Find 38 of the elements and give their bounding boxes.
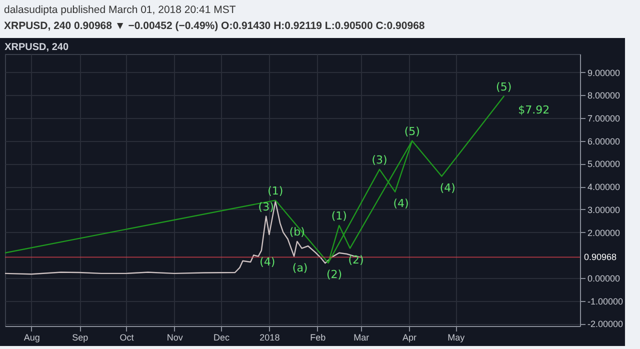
y-tick-label: 9.00000 <box>588 68 620 78</box>
ref-line-label: 0.90968 <box>584 252 617 262</box>
annotation: (4) <box>393 196 409 210</box>
text: XRPUSD, 240 0.90968 ▼ −0.00452 (−0.49%) O:0.91430 H:0.92119 L:0.90500 C:0.90968 <box>4 19 426 34</box>
annotation: (a) <box>292 261 308 274</box>
annotation: (1) <box>268 184 284 198</box>
y-tick-label: 8.00000 <box>588 90 620 101</box>
annotation: (4) <box>260 256 276 269</box>
annotation: (5) <box>404 124 420 138</box>
chart-title: XRPUSD, 240 <box>4 42 69 53</box>
y-tick-label: 3.00000 <box>588 204 620 215</box>
x-tick-label: 2018 <box>260 332 280 342</box>
x-tick-label: Feb <box>310 332 326 342</box>
x-tick-label: Nov <box>166 332 184 342</box>
x-tick-label: Oct <box>120 332 134 342</box>
annotation: (3) <box>372 153 388 166</box>
y-tick-label: 0.00000 <box>588 274 620 284</box>
x-tick-label: Sep <box>72 332 88 342</box>
x-tick-label: May <box>448 332 466 342</box>
y-tick-label: 6.00000 <box>588 136 620 146</box>
y-tick-label: 7.00000 <box>588 114 620 124</box>
text: dalasudipta published March 01, 2018 20:41 MST <box>4 3 237 18</box>
y-tick-label: 2.00000 <box>588 228 620 238</box>
x-tick-label: Dec <box>214 332 230 342</box>
annotation: (2) <box>326 268 342 281</box>
y-tick-label: 4.00000 <box>588 182 620 192</box>
annotation: (1) <box>331 209 347 222</box>
annotation: (4) <box>440 181 456 194</box>
y-tick-label: -1.00000 <box>588 296 624 306</box>
y-tick-label: 5.00000 <box>588 159 620 170</box>
y-tick-label: -2.00000 <box>588 319 624 330</box>
annotation: $7.92 <box>518 103 550 116</box>
annotation: (3) <box>258 200 274 214</box>
x-tick-label: Apr <box>402 332 417 342</box>
x-tick-label: Mar <box>354 332 370 342</box>
annotation: (2) <box>348 253 364 266</box>
x-tick-label: Aug <box>24 332 40 342</box>
annotation: (5) <box>496 80 512 94</box>
